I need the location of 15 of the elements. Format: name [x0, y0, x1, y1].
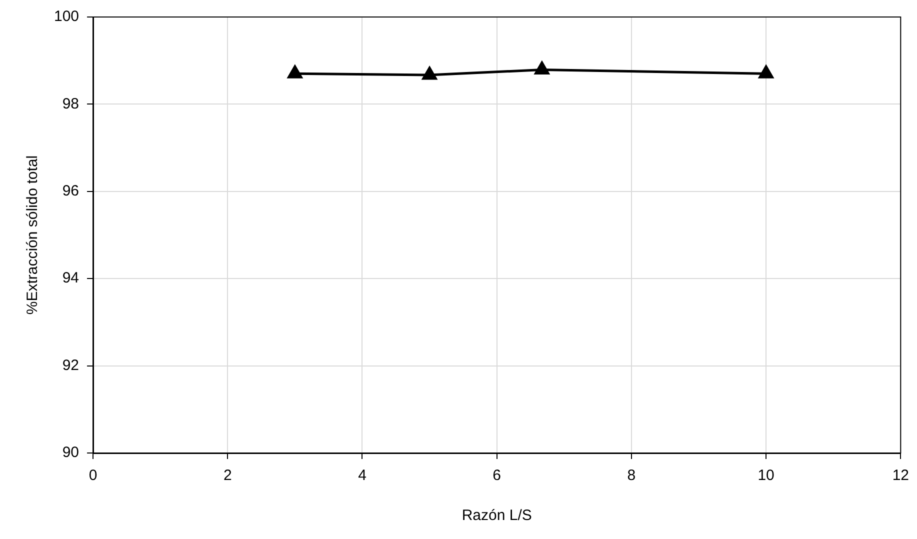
x-tick-label: 10 — [758, 467, 774, 484]
x-axis-title: Razón L/S — [462, 507, 532, 524]
y-tick-label: 92 — [62, 356, 80, 374]
x-tick-label: 4 — [358, 467, 366, 484]
y-tick-label: 90 — [62, 444, 80, 462]
y-axis-title: %Extracción sólido total — [24, 155, 42, 315]
x-tick-label: 6 — [492, 467, 502, 484]
x-tick-label: 8 — [627, 467, 636, 484]
x-tick-label: 0 — [88, 467, 98, 484]
y-tick-label: 98 — [62, 95, 80, 112]
x-tick-label: 12 — [892, 467, 909, 484]
y-tick-label: 94 — [62, 270, 80, 287]
x-tick-label: 2 — [223, 467, 232, 484]
y-tick-label: 100 — [54, 8, 80, 26]
y-tick-label: 96 — [62, 182, 80, 200]
